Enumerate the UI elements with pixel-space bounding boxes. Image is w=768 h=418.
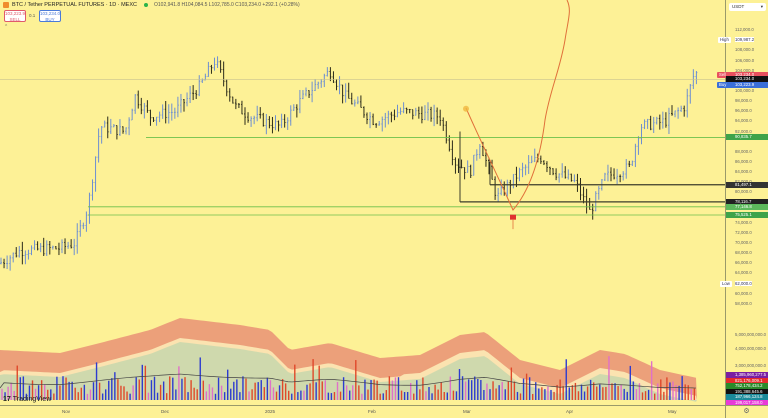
time-label: Feb <box>368 409 376 414</box>
time-label: Nov <box>62 409 70 414</box>
price-tick: 92,000.0 <box>735 129 752 134</box>
time-label: May <box>668 409 677 414</box>
currency-selector[interactable]: USDT ▾ <box>729 3 766 11</box>
buy-button[interactable]: 103,234.0 BUY <box>39 10 61 22</box>
time-label: Apr <box>566 409 573 414</box>
price-tick: 94,000.0 <box>735 118 752 123</box>
price-tick: 112,000.0 <box>735 27 754 32</box>
volume-tick: 3,000,000,000.0 <box>735 363 766 368</box>
low-label: Low <box>720 281 732 287</box>
chart-settings-icon[interactable]: ⚙ <box>725 405 768 418</box>
price-tick: 106,000.0 <box>735 58 754 63</box>
sell-label: SELL <box>5 17 25 23</box>
spread-value: 0.1 <box>29 13 35 18</box>
price-tick: 68,000.0 <box>735 250 752 255</box>
price-tick: 100,000.0 <box>735 88 754 93</box>
currency-label: USDT <box>732 4 744 9</box>
price-tick: 96,000.0 <box>735 108 752 113</box>
tradingview-logo[interactable]: 17 TradingView <box>3 396 51 403</box>
tradingview-mark-icon: 17 <box>3 396 11 403</box>
price-tag: 103,223.9 <box>726 82 768 88</box>
price-tick: 86,000.0 <box>735 159 752 164</box>
volume-tick: 4,000,000,000.0 <box>735 346 766 351</box>
collapse-legend-icon[interactable]: ⌃ <box>4 24 8 30</box>
buy-label: BUY <box>40 17 60 23</box>
price-chart-canvas[interactable] <box>0 0 725 405</box>
sell-price: 103,223.9 <box>5 11 25 17</box>
chevron-down-icon: ▾ <box>761 3 763 11</box>
price-tick: 64,000.0 <box>735 270 752 275</box>
price-tick: 80,000.0 <box>735 189 752 194</box>
exchange-logo-icon <box>3 2 9 8</box>
high-value: 109,987.2 <box>735 37 754 42</box>
price-tick: 84,000.0 <box>735 169 752 174</box>
time-axis[interactable]: Nov Dec 2025 Feb Mar Apr May <box>0 405 725 418</box>
price-tick: 88,000.0 <box>735 149 752 154</box>
symbol-title[interactable]: BTC / Tether PERPETUAL FUTURES · 1D · ME… <box>12 2 137 8</box>
time-label: Dec <box>161 409 169 414</box>
price-tick: 66,000.0 <box>735 260 752 265</box>
price-tick: 108,000.0 <box>735 47 754 52</box>
time-label: Mar <box>463 409 471 414</box>
low-value: 62,000.0 <box>735 281 752 286</box>
ohlc-values: O102,941.8 H104,084.5 L102,785.0 C103,23… <box>154 2 300 8</box>
price-axis[interactable]: USDT ▾ 112,000.0108,000.0106,000.0104,00… <box>725 0 768 418</box>
buy-price: 103,234.0 <box>40 11 60 17</box>
market-open-icon <box>144 3 148 7</box>
tradingview-wordmark: TradingView <box>13 396 52 403</box>
symbol-legend: BTC / Tether PERPETUAL FUTURES · 1D · ME… <box>3 2 300 8</box>
price-tick: 72,000.0 <box>735 230 752 235</box>
price-tag: 81,497.1 <box>726 182 768 188</box>
price-tick: 70,000.0 <box>735 240 752 245</box>
volume-tick: 5,000,000,000.0 <box>735 332 766 337</box>
price-tag: 77,146.8 <box>726 204 768 210</box>
price-tag-label: Buy <box>717 82 728 88</box>
price-tick: 58,000.0 <box>735 301 752 306</box>
price-tick: 98,000.0 <box>735 98 752 103</box>
price-tick: 60,000.0 <box>735 291 752 296</box>
price-tick: 74,000.0 <box>735 220 752 225</box>
time-label: 2025 <box>265 409 275 414</box>
price-tag: 90,835.7 <box>726 134 768 140</box>
high-label: High <box>718 37 731 43</box>
sell-button[interactable]: 103,223.9 SELL <box>4 10 26 22</box>
price-tag: 75,525.1 <box>726 212 768 218</box>
